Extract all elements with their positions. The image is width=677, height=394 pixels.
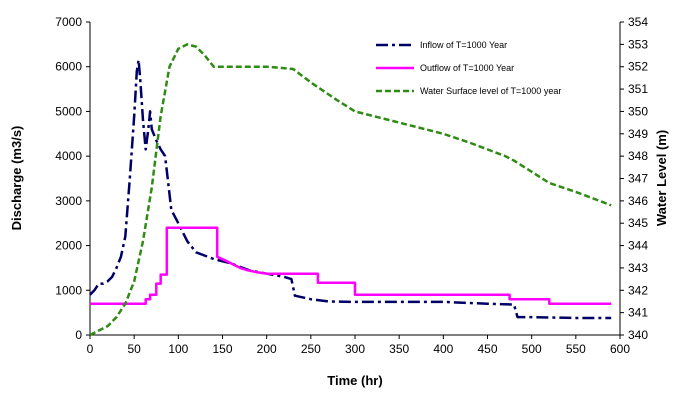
x-tick-label: 100 bbox=[168, 342, 188, 356]
y-tick-label: 3000 bbox=[55, 194, 82, 208]
series-lines bbox=[89, 43, 612, 337]
y2-tick-label: 353 bbox=[628, 37, 648, 51]
y-tick-label: 2000 bbox=[55, 239, 82, 253]
y2-tick-label: 348 bbox=[628, 149, 648, 163]
y2-tick-label: 352 bbox=[628, 60, 648, 74]
y2-tick-label: 347 bbox=[628, 172, 648, 186]
x-tick-label: 200 bbox=[257, 342, 277, 356]
y-tick-label: 6000 bbox=[55, 60, 82, 74]
series-line-water-surface-level-of-t-1000-year bbox=[89, 43, 612, 337]
y-tick-label: 5000 bbox=[55, 104, 82, 118]
x-tick-label: 250 bbox=[301, 342, 321, 356]
y2-tick-label: 346 bbox=[628, 194, 648, 208]
x-tick-label: 600 bbox=[610, 342, 630, 356]
x-tick-label: 550 bbox=[566, 342, 586, 356]
y2-tick-label: 341 bbox=[628, 306, 648, 320]
y2-tick-label: 345 bbox=[628, 216, 648, 230]
series-line-inflow-of-t-1000-year bbox=[89, 58, 612, 320]
y2-tick-label: 343 bbox=[628, 261, 648, 275]
y2-tick-label: 340 bbox=[628, 328, 648, 342]
y2-tick-label: 351 bbox=[628, 82, 648, 96]
x-axis-title: Time (hr) bbox=[327, 373, 382, 388]
y2-tick-label: 350 bbox=[628, 104, 648, 118]
x-tick-label: 50 bbox=[127, 342, 141, 356]
y-tick-label: 0 bbox=[75, 328, 82, 342]
x-tick-label: 350 bbox=[389, 342, 409, 356]
y2-axis-title: Water Level (m) bbox=[654, 130, 669, 226]
y2-tick-label: 349 bbox=[628, 127, 648, 141]
y-tick-label: 4000 bbox=[55, 149, 82, 163]
x-tick-label: 450 bbox=[477, 342, 497, 356]
y-tick-label: 1000 bbox=[55, 283, 82, 297]
x-tick-label: 300 bbox=[345, 342, 365, 356]
axis-labels: Time (hr) Discharge (m3/s) Water Level (… bbox=[9, 126, 669, 388]
x-tick-label: 0 bbox=[87, 342, 94, 356]
axes: 0 50 100 150 200 250 300 350 400 450 500 550 6000100… bbox=[55, 15, 648, 356]
x-tick-label: 400 bbox=[433, 342, 453, 356]
y-tick-label: 7000 bbox=[55, 15, 82, 29]
legend-label: Inflow of T=1000 Year bbox=[420, 40, 507, 50]
y2-tick-label: 354 bbox=[628, 15, 648, 29]
y2-tick-label: 344 bbox=[628, 239, 648, 253]
x-tick-label: 150 bbox=[212, 342, 232, 356]
legend-label: Water Surface level of T=1000 year bbox=[420, 86, 561, 96]
legend-label: Outflow of T=1000 Year bbox=[420, 63, 514, 73]
legend: Inflow of T=1000 Year Outflow of T=1000 Y… bbox=[376, 40, 561, 96]
y-axis-title: Discharge (m3/s) bbox=[9, 126, 24, 231]
y2-tick-label: 342 bbox=[628, 283, 648, 297]
series-line-outflow-of-t-1000-year bbox=[90, 226, 612, 305]
x-tick-label: 500 bbox=[522, 342, 542, 356]
